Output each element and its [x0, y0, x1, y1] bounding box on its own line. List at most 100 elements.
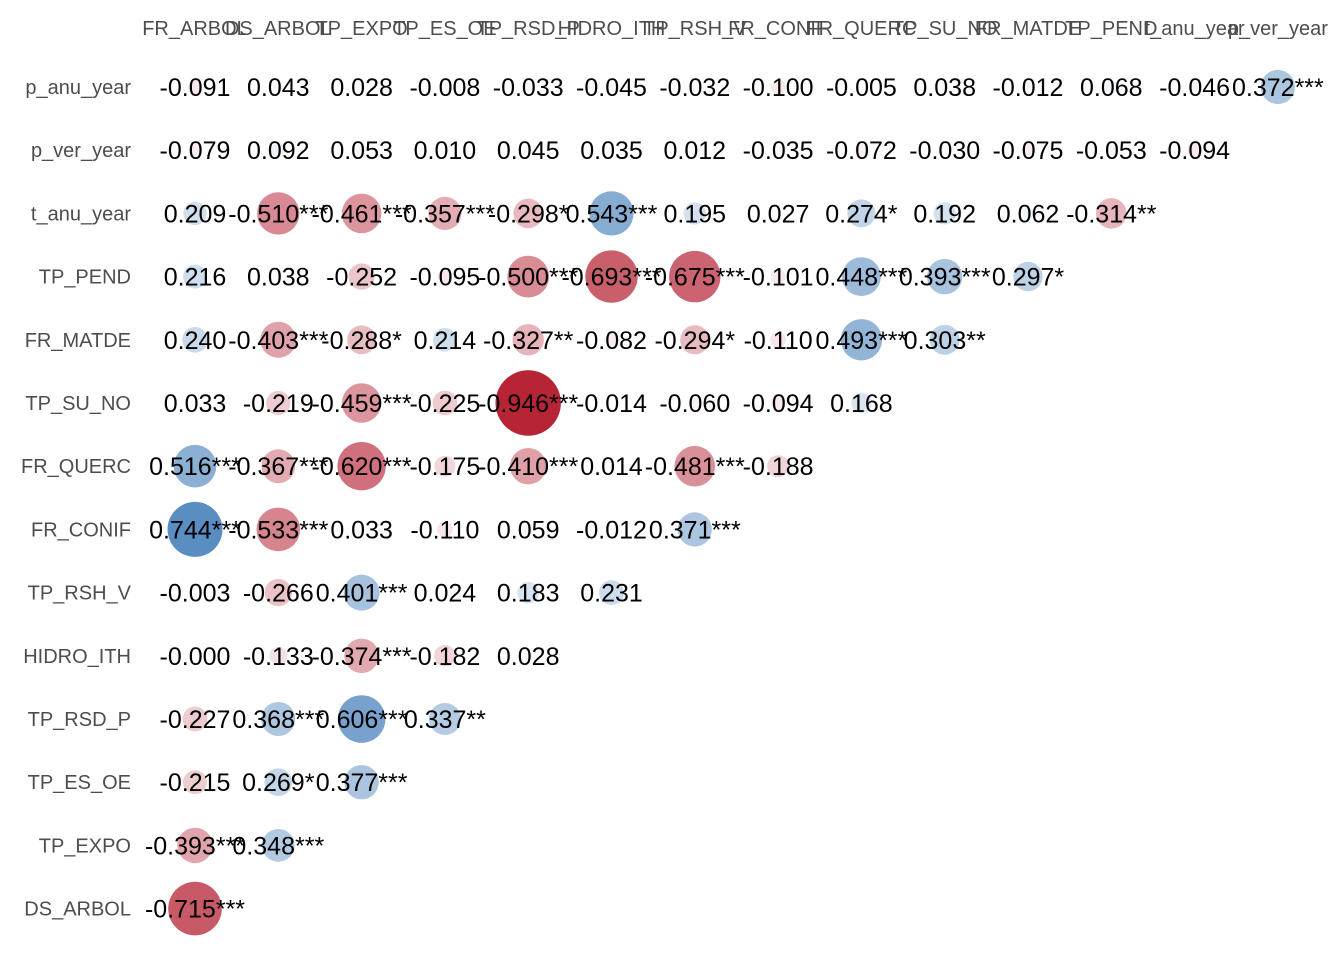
- correlation-circle: [589, 191, 634, 236]
- correlation-value-label: -0.410***: [478, 453, 578, 481]
- correlation-circle: [182, 706, 208, 732]
- row-label: p_ver_year: [31, 140, 131, 162]
- column-label: p_ver_year: [1228, 18, 1328, 40]
- correlation-value-label: 0.297*: [992, 264, 1065, 292]
- correlation-circle: [683, 202, 706, 225]
- correlation-circle: [609, 527, 614, 532]
- correlation-circle: [1260, 69, 1295, 105]
- correlation-value-label: 0.038: [247, 264, 310, 292]
- correlation-value-label: 0.062: [997, 200, 1060, 228]
- correlation-value-label: 0.014: [580, 453, 643, 481]
- correlation-circle: [522, 524, 534, 535]
- correlation-circle: [859, 85, 864, 89]
- correlation-circle: [428, 196, 462, 230]
- circles-layer: [167, 69, 1295, 936]
- correlation-value-label: 0.348***: [232, 832, 324, 860]
- correlation-circle: [669, 250, 721, 303]
- column-label: TP_RSD_P: [477, 18, 580, 40]
- correlation-value-label: -0.133: [243, 643, 314, 671]
- column-label: DS_ARBOL: [225, 18, 332, 40]
- correlation-circle: [260, 321, 297, 358]
- correlation-circle: [1022, 207, 1034, 219]
- correlation-value-label: -0.215: [160, 769, 231, 797]
- correlation-value-label: -0.045: [576, 74, 647, 102]
- correlation-value-label: -0.030: [909, 137, 980, 165]
- correlation-value-label: -0.175: [409, 453, 480, 481]
- correlation-value-label: -0.459***: [312, 390, 412, 418]
- correlation-circle: [774, 209, 782, 217]
- correlation-value-label: -0.095: [409, 264, 480, 292]
- correlation-circle: [585, 250, 638, 303]
- correlation-value-label: 0.010: [414, 137, 477, 165]
- correlation-circle: [188, 80, 202, 94]
- correlation-circle: [261, 449, 296, 484]
- row-label: TP_ES_OE: [28, 772, 131, 794]
- correlation-circle: [840, 319, 883, 361]
- correlation-circle: [358, 83, 366, 91]
- correlation-circle: [437, 269, 453, 284]
- column-label: FR_CONIF: [728, 18, 828, 40]
- correlation-value-label: 0.024: [414, 580, 477, 608]
- correlation-value-label: -0.094: [743, 390, 814, 418]
- correlation-circle: [344, 765, 379, 800]
- correlation-value-label: 0.337**: [404, 706, 486, 734]
- correlation-value-label: -0.510***: [228, 200, 328, 228]
- correlation-circle: [847, 199, 876, 228]
- correlation-value-label: 0.231: [580, 580, 643, 608]
- correlation-circle: [680, 325, 710, 355]
- correlation-value-label: -0.620***: [312, 453, 412, 481]
- correlation-circle: [767, 455, 790, 478]
- correlation-value-label: -0.005: [826, 74, 897, 102]
- correlation-value-label: -0.357***: [395, 200, 495, 228]
- correlation-value-label: 0.195: [664, 200, 727, 228]
- correlation-circle: [523, 145, 533, 155]
- column-label: TP_EXPO: [315, 18, 407, 40]
- correlation-value-label: 0.372***: [1232, 74, 1324, 102]
- correlation-value-label: -0.227: [160, 706, 231, 734]
- row-label: HIDRO_ITH: [23, 646, 131, 668]
- correlation-value-label: -0.675***: [645, 264, 745, 292]
- correlation-circle: [770, 395, 786, 411]
- correlation-circle: [264, 578, 292, 607]
- correlation-value-label: -0.110: [410, 516, 479, 544]
- correlation-circle: [933, 202, 956, 225]
- correlation-value-label: 0.269*: [242, 769, 315, 797]
- correlation-circle: [507, 255, 550, 298]
- correlation-circle: [606, 82, 617, 92]
- correlation-circle: [855, 144, 868, 157]
- correlation-value-label: -0.461***: [312, 200, 412, 228]
- correlation-circle: [770, 331, 786, 348]
- correlation-value-label: -0.500***: [478, 264, 578, 292]
- correlation-value-label: -0.091: [160, 74, 231, 102]
- correlation-value-label: -0.075: [993, 137, 1064, 165]
- correlation-value-label: -0.188: [743, 453, 814, 481]
- correlation-circle: [1021, 143, 1035, 157]
- correlation-circle: [183, 201, 207, 226]
- correlation-circle: [191, 399, 199, 407]
- correlation-value-label: -0.110: [744, 327, 813, 355]
- correlation-circle: [341, 383, 382, 423]
- correlation-circle: [604, 333, 619, 347]
- column-label: FR_MATDE: [975, 18, 1081, 40]
- correlation-value-label: -0.219: [243, 390, 314, 418]
- correlation-value-label: 0.240: [164, 327, 227, 355]
- correlation-value-label: 0.035: [580, 137, 643, 165]
- correlation-circle: [269, 646, 288, 665]
- correlation-value-label: 0.393***: [899, 264, 991, 292]
- correlation-circle: [193, 590, 197, 595]
- row-label: FR_MATDE: [25, 330, 131, 352]
- correlation-value-label: 0.033: [164, 390, 227, 418]
- correlation-value-label: 0.448***: [816, 264, 908, 292]
- correlation-value-label: -0.374***: [312, 643, 412, 671]
- correlation-circle: [674, 445, 716, 487]
- row-label: TP_PEND: [39, 267, 131, 289]
- correlation-circle: [183, 770, 207, 795]
- column-label: FR_ARBOL: [142, 18, 248, 40]
- correlation-value-label: 0.059: [497, 516, 560, 544]
- correlation-value-label: -0.481***: [645, 453, 745, 481]
- correlation-circle: [607, 146, 616, 155]
- correlation-circle: [173, 444, 217, 488]
- correlation-value-label: -0.053: [1076, 137, 1147, 165]
- correlation-value-label: -0.000: [160, 643, 231, 671]
- correlation-value-label: -0.225: [409, 390, 480, 418]
